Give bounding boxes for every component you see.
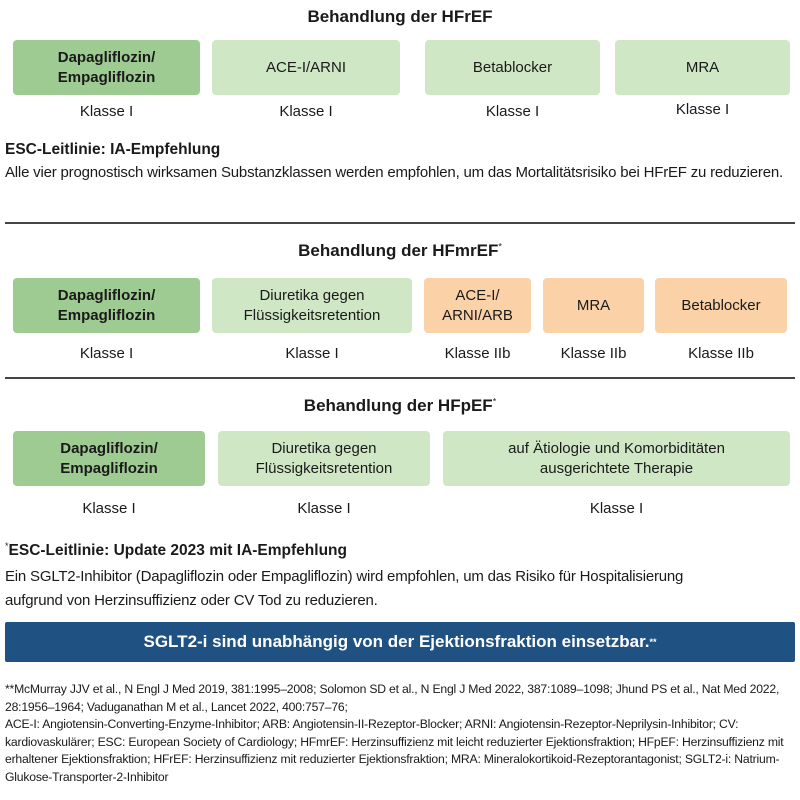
update-text-line1: Ein SGLT2-Inhibitor (Dapagliflozin oder … (5, 568, 684, 585)
hfref-klasse: Klasse I (279, 103, 333, 120)
hfpef-box-diuretika: Diuretika gegen Flüssigkeitsretention (218, 431, 430, 486)
hfpef-title-text: Behandlung der HFpEF (303, 396, 493, 415)
update-text-line2: aufgrund von Herzinsuffizienz oder CV To… (5, 592, 378, 609)
divider (5, 377, 795, 379)
hfref-note-title: ESC-Leitlinie: IA-Empfehlung (5, 141, 221, 158)
divider (5, 222, 795, 224)
hfref-box-ace-arni: ACE-I/ARNI (212, 40, 400, 95)
hfref-klasse: Klasse I (79, 103, 134, 120)
hfmref-box-betablocker: Betablocker (655, 278, 787, 333)
hfref-klasse: Klasse I (485, 103, 540, 120)
hfpef-box-therapie: auf Ätiologie und Komorbiditäten ausgeri… (443, 431, 790, 486)
hfref-klasse: Klasse I (675, 101, 730, 118)
references: **McMurray JJV et al., N Engl J Med 2019… (5, 682, 780, 714)
hfref-box-mra: MRA (615, 40, 790, 95)
hfmref-box-ace-arni-arb: ACE-I/ ARNI/ARB (424, 278, 531, 333)
hfmref-klasse: Klasse I (285, 345, 339, 362)
hfmref-klasse: Klasse IIb (560, 345, 627, 362)
hfref-title: Behandlung der HFrEF (307, 7, 493, 26)
hfmref-box-diuretika: Diuretika gegen Flüssigkeitsretention (212, 278, 412, 333)
footnote-mark: ** (649, 637, 657, 647)
hfmref-klasse: Klasse IIb (688, 345, 754, 362)
key-message-banner: SGLT2-i sind unabhängig von der Ejektion… (5, 622, 795, 662)
hfref-note-text: Alle vier prognostisch wirksamen Substan… (5, 164, 783, 181)
hfpef-klasse: Klasse I (589, 500, 644, 517)
hfmref-box-sglt2: Dapagliflozin/ Empagliflozin (13, 278, 200, 333)
banner-text: SGLT2-i sind unabhängig von der Ejektion… (143, 632, 650, 651)
hfpef-title: Behandlung der HFpEF* (0, 396, 800, 416)
footnote-mark: * (492, 396, 497, 407)
update-title: *ESC-Leitlinie: Update 2023 mit IA-Empfe… (5, 541, 347, 560)
hfmref-title: Behandlung der HFmrEF* (0, 241, 800, 261)
hfmref-klasse: Klasse I (79, 345, 134, 362)
hfref-box-sglt2: Dapagliflozin/ Empagliflozin (13, 40, 200, 95)
abbreviations: ACE-I: Angiotensin-Converting-Enzyme-Inh… (5, 717, 784, 784)
hfpef-box-sglt2: Dapagliflozin/ Empagliflozin (13, 431, 205, 486)
footnotes: **McMurray JJV et al., N Engl J Med 2019… (5, 681, 795, 787)
update-title-text: ESC-Leitlinie: Update 2023 mit IA-Empfeh… (8, 542, 347, 560)
hfpef-klasse: Klasse I (297, 500, 351, 517)
footnote-mark: * (498, 241, 502, 252)
footnote-mark: * (5, 541, 9, 551)
hfmref-klasse: Klasse IIb (444, 345, 511, 362)
hfmref-title-text: Behandlung der HFmrEF (298, 241, 499, 260)
hfmref-box-mra: MRA (543, 278, 644, 333)
hfpef-klasse: Klasse I (82, 500, 136, 517)
hfref-box-betablocker: Betablocker (425, 40, 600, 95)
